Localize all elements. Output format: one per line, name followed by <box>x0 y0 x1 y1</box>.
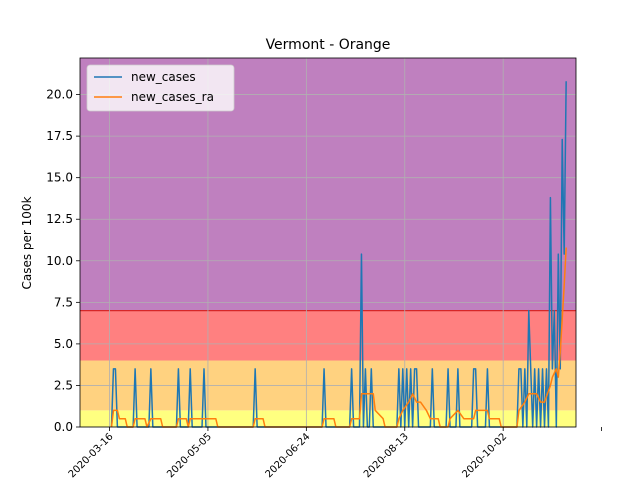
x-tick-label-1: 2020-05-05 <box>165 431 214 480</box>
legend: new_cases new_cases_ra <box>86 64 235 112</box>
y-tick-label-8: 20.0 <box>46 88 73 102</box>
y-tick-label-6: 15.0 <box>46 171 73 185</box>
y-tick-label-1: 2.5 <box>54 378 73 392</box>
band-2 <box>80 310 576 361</box>
plot-frame <box>79 57 577 428</box>
risk-bands <box>80 58 576 427</box>
x-tick-label-3: 2020-08-13 <box>362 431 411 480</box>
y-ticks: 0.0 2.5 5.0 7.5 10.0 12.5 15.0 17.5 20.0 <box>46 88 80 434</box>
y-tick-label-7: 17.5 <box>46 129 73 143</box>
legend-box <box>86 64 235 112</box>
chart-title: Vermont - Orange <box>266 37 391 53</box>
y-axis-label: Cases per 100k <box>20 196 34 289</box>
legend-label-new_cases_ra: new_cases_ra <box>131 90 214 104</box>
x-tick-label-0: 2020-03-16 <box>67 431 116 480</box>
y-tick-label-2: 5.0 <box>54 337 73 351</box>
x-tick-label-2: 2020-06-24 <box>264 431 313 480</box>
x-tick-label-4: 2020-10-02 <box>460 431 509 480</box>
y-tick-label-4: 10.0 <box>46 254 73 268</box>
legend-label-new_cases: new_cases <box>131 70 196 84</box>
x-ticks: 2020-03-16 2020-05-05 2020-06-24 2020-08-13… <box>67 427 602 480</box>
y-tick-label-0: 0.0 <box>54 420 73 434</box>
series-line-new_cases <box>110 81 567 428</box>
y-tick-label-3: 7.5 <box>54 295 73 309</box>
axes <box>79 57 577 428</box>
y-tick-label-5: 12.5 <box>46 212 73 226</box>
